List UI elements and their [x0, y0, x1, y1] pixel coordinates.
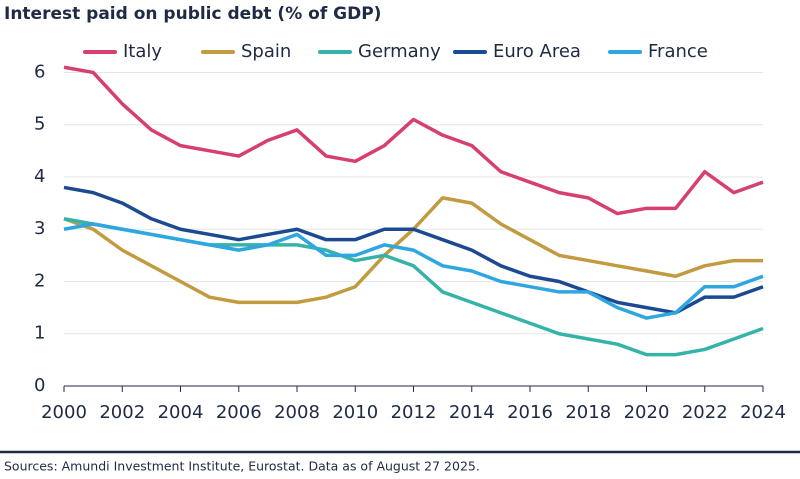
x-tick-label: 2016 [507, 402, 553, 423]
legend-label: Spain [241, 41, 291, 62]
x-tick-label: 2018 [565, 402, 611, 423]
x-tick-label: 2002 [99, 402, 145, 423]
series-line [63, 65, 764, 216]
y-tick-label: 3 [34, 218, 45, 239]
x-tick-label: 2010 [332, 402, 378, 423]
series-line [63, 185, 764, 315]
legend-label: Italy [123, 41, 162, 62]
y-tick-label: 2 [34, 270, 45, 291]
y-tick-label: 4 [34, 166, 45, 187]
x-tick-label: 2022 [682, 402, 728, 423]
source-note: Sources: Amundi Investment Institute, Eu… [4, 459, 480, 474]
x-tick-label: 2014 [449, 402, 495, 423]
x-tick-label: 2006 [216, 402, 262, 423]
legend-label: Euro Area [493, 41, 581, 62]
x-tick-label: 2024 [740, 402, 786, 423]
chart-title: Interest paid on public debt (% of GDP) [4, 4, 381, 24]
y-tick-label: 5 [34, 114, 45, 135]
y-tick-label: 6 [34, 61, 45, 82]
x-tick-label: 2012 [391, 402, 437, 423]
legend-label: Germany [358, 41, 441, 62]
y-tick-label: 0 [34, 375, 45, 396]
legend-label: France [648, 41, 708, 62]
x-tick-label: 2020 [624, 402, 670, 423]
x-tick-label: 2008 [274, 402, 320, 423]
y-tick-label: 1 [34, 323, 45, 344]
x-tick-label: 2000 [41, 402, 87, 423]
x-tick-label: 2004 [158, 402, 204, 423]
series-line [63, 222, 764, 320]
